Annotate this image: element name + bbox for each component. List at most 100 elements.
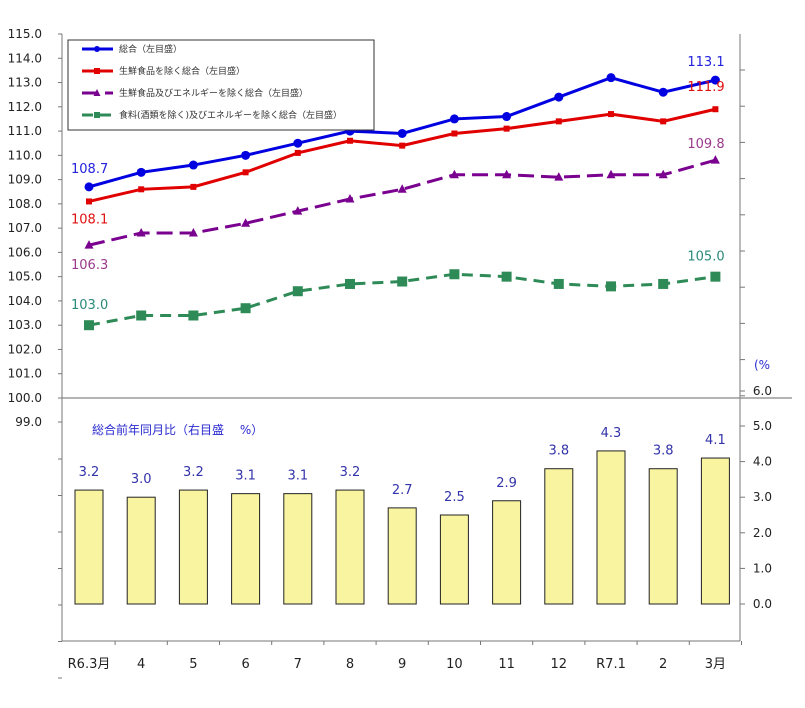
series-last-label: 109.8	[687, 137, 724, 152]
series-point	[658, 169, 668, 179]
yoy-bar-label: 3.1	[287, 469, 308, 484]
left-tick-label: 104.0	[8, 294, 42, 308]
series-point	[84, 182, 94, 192]
series-point	[399, 142, 406, 149]
x-tick-label: 9	[398, 657, 406, 672]
x-tick-label: R7.1	[596, 657, 626, 672]
left-tick-label: 103.0	[8, 318, 42, 332]
series-last-label: 105.0	[687, 250, 724, 265]
series-point	[503, 125, 510, 132]
right-tick-label: 5.0	[753, 419, 772, 433]
right-axis-unit: (%	[754, 358, 770, 372]
x-tick-label: 7	[294, 657, 302, 672]
series-point	[555, 118, 562, 125]
series-point	[188, 160, 198, 170]
yoy-bar	[648, 468, 678, 605]
series-point	[606, 281, 616, 292]
bar-series: 3.2 3.0 3.2 3.1 3.1 3.2 2.7 2.5 2.9 3.8 4.3 3.8 4.1 総…	[74, 422, 730, 605]
series-first-label: 103.0	[71, 298, 108, 313]
series-line	[88, 158, 716, 247]
yoy-bar	[126, 496, 156, 605]
yoy-bar-label: 3.2	[340, 465, 361, 480]
series-point	[294, 149, 301, 156]
right-tick-label: 3.0	[753, 490, 772, 504]
chart-frame	[61, 34, 792, 642]
series-point	[606, 73, 616, 83]
series-point	[397, 128, 407, 138]
series-point	[658, 278, 669, 289]
x-tick-label: 4	[137, 657, 145, 672]
legend: 総合（左目盛） 生鮮食品を除く総合（左目盛） 生鮮食品及びエネルギーを除く総合（左目…	[67, 39, 375, 131]
yoy-bar	[231, 493, 261, 605]
series-point	[501, 271, 512, 282]
yoy-bar	[283, 493, 313, 605]
series-last-label: 113.1	[687, 55, 724, 70]
left-tick-label: 108.0	[8, 197, 42, 211]
yoy-bar-label: 4.3	[601, 426, 622, 441]
series-point	[554, 92, 564, 102]
series-point	[138, 186, 145, 193]
x-tick-label: 3月	[705, 657, 726, 672]
series-point	[345, 194, 355, 203]
series-point	[608, 111, 614, 118]
series-point	[658, 87, 668, 97]
series-first-label: 108.1	[71, 212, 108, 227]
yoy-bar	[700, 457, 730, 605]
series-point	[660, 118, 667, 125]
right-tick-label: 2.0	[753, 526, 772, 540]
x-tick-label: 11	[498, 657, 515, 672]
series-point	[347, 137, 353, 144]
yoy-bar	[492, 500, 522, 605]
x-tick-label: R6.3月	[68, 657, 111, 672]
yoy-bar	[335, 489, 365, 605]
yoy-bar-label: 2.5	[444, 490, 465, 505]
series-point	[136, 167, 146, 177]
left-tick-label: 109.0	[8, 173, 42, 187]
series-point	[136, 227, 146, 237]
series-point	[240, 303, 251, 314]
series-point	[606, 169, 616, 179]
yoy-bar-label: 3.8	[653, 444, 674, 459]
legend-box	[67, 39, 375, 131]
series-point	[449, 169, 459, 179]
line-series	[84, 73, 721, 331]
series-point	[451, 130, 458, 137]
right-axis-ticks: (% 6.0 5.0 4.0 3.0 2.0 1.0 0.0	[740, 69, 772, 611]
legend-entry-label: 食料(酒類を除く)及びエネルギーを除く総合（左目盛）	[119, 109, 342, 121]
yoy-bar	[387, 507, 417, 605]
x-axis-ticks: R6.3月 4 5 6 7 8 9 10 11 12 R7.1 2 3月	[68, 641, 742, 672]
yoy-bar	[544, 468, 574, 605]
x-tick-label: 8	[346, 657, 354, 672]
x-tick-label: 10	[446, 657, 463, 672]
x-tick-label: 6	[241, 657, 249, 672]
yoy-bar	[596, 450, 626, 605]
series-point	[84, 240, 94, 249]
right-tick-label: 0.0	[753, 597, 772, 611]
series-point	[554, 172, 564, 181]
series-point	[449, 114, 459, 124]
series-point	[710, 155, 720, 164]
left-tick-label: 114.0	[8, 51, 42, 65]
series-point	[449, 269, 460, 280]
yoy-bar	[74, 489, 104, 605]
series-point	[188, 227, 198, 237]
yoy-bar-label: 4.1	[705, 433, 726, 448]
yoy-bar-label: 3.2	[183, 465, 204, 480]
left-tick-label: 99.0	[15, 415, 42, 429]
left-tick-label: 111.0	[8, 124, 42, 138]
left-tick-label: 115.0	[8, 27, 42, 41]
x-tick-label: 2	[659, 657, 667, 672]
series-point	[241, 218, 251, 227]
series-point	[397, 276, 408, 287]
yoy-bar-label: 3.8	[548, 444, 569, 459]
legend-swatch-marker	[93, 89, 101, 96]
series-point	[502, 169, 512, 179]
x-tick-label: 5	[189, 657, 197, 672]
left-tick-label: 101.0	[8, 367, 42, 381]
left-tick-label: 110.0	[8, 148, 42, 162]
series-first-label: 108.7	[71, 162, 108, 177]
series-point	[710, 75, 720, 85]
right-tick-label: 4.0	[753, 455, 772, 469]
